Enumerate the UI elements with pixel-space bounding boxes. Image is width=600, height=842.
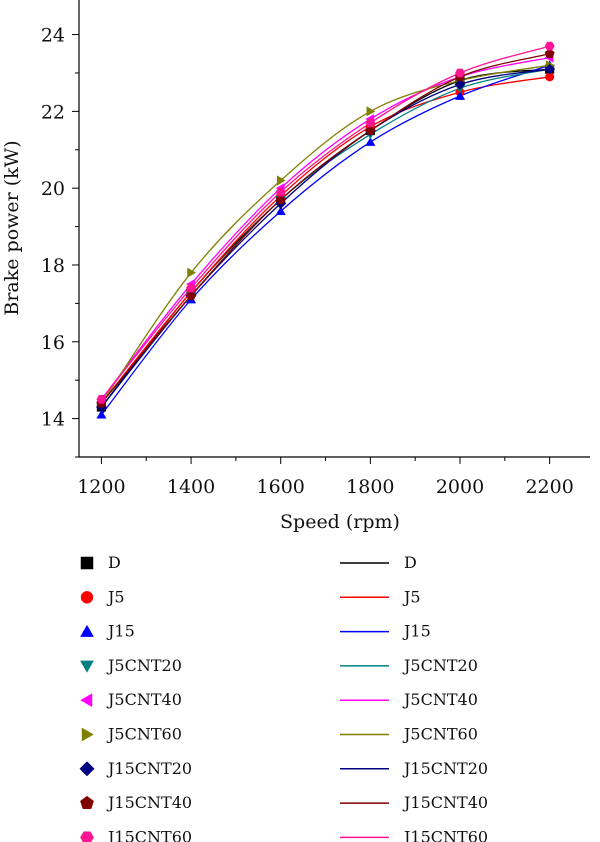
legend: D D J5 J5 J15 J15 J5CNT20 J5CNT20 J5CNT40 J5CNT40… bbox=[79, 553, 488, 842]
legend-marker-label: J5 bbox=[106, 587, 125, 606]
legend-marker-j15cnt60 bbox=[80, 831, 94, 842]
y-tick-label: 22 bbox=[41, 101, 65, 123]
data-point-j15cnt40 bbox=[186, 290, 197, 300]
legend-marker-label: J15CNT40 bbox=[106, 793, 192, 812]
x-tick-label: 1600 bbox=[257, 476, 305, 498]
legend-line-label: D bbox=[404, 553, 417, 572]
data-point-j15cnt40 bbox=[275, 194, 286, 204]
legend-line-label: J5 bbox=[402, 587, 421, 606]
x-tick-label: 2000 bbox=[436, 476, 484, 498]
y-tick-label: 14 bbox=[41, 409, 65, 431]
x-tick-label: 1200 bbox=[77, 476, 125, 498]
legend-marker-j15cnt20 bbox=[79, 761, 95, 777]
data-point-j15cnt60 bbox=[96, 395, 107, 404]
data-point-j15cnt60 bbox=[186, 283, 197, 293]
legend-marker-label: J15CNT20 bbox=[106, 759, 192, 778]
legend-line-label: J5CNT20 bbox=[402, 656, 478, 675]
legend-marker-label: D bbox=[108, 553, 121, 572]
data-point-j15cnt40 bbox=[544, 48, 555, 59]
series-line-d bbox=[100, 68, 550, 408]
data-point-j15cnt60 bbox=[455, 68, 465, 78]
series-line-j5 bbox=[100, 76, 550, 404]
legend-marker-j15cnt40 bbox=[80, 795, 94, 809]
series-line-j5cnt20 bbox=[100, 68, 550, 408]
legend-marker-label: J15CNT60 bbox=[106, 827, 192, 842]
data-point-j5cnt60 bbox=[187, 267, 197, 278]
data-point-j15cnt20 bbox=[454, 78, 466, 90]
legend-marker-label: J5CNT60 bbox=[106, 725, 182, 744]
x-tick-label: 2200 bbox=[525, 476, 573, 498]
legend-marker-j5 bbox=[80, 591, 94, 604]
data-point-j15 bbox=[275, 206, 286, 216]
data-point-j15cnt60 bbox=[275, 187, 286, 197]
y-tick-label: 24 bbox=[41, 25, 65, 47]
data-point-j15 bbox=[96, 409, 107, 419]
series-line-j5cnt60 bbox=[100, 64, 550, 404]
legend-marker-j5cnt20 bbox=[80, 660, 94, 673]
data-point-j15 bbox=[365, 137, 376, 146]
x-tick-label: 1800 bbox=[346, 476, 394, 498]
data-point-j5cnt60 bbox=[276, 175, 286, 186]
legend-marker-label: J15 bbox=[106, 622, 135, 641]
legend-marker-d bbox=[80, 556, 94, 570]
y-tick-label: 16 bbox=[41, 332, 65, 354]
series-line-j15cnt20 bbox=[100, 68, 550, 408]
series-line-j5cnt40 bbox=[100, 56, 550, 400]
series-line-j15 bbox=[100, 64, 550, 416]
plot-area: 1200 1400 1600 1800 2000 2200 14 16 18 20 22 24 bbox=[41, 0, 590, 498]
legend-marker-label: J5CNT20 bbox=[106, 656, 182, 675]
legend-line-label: J5CNT60 bbox=[402, 725, 478, 744]
legend-marker-label: J5CNT40 bbox=[106, 690, 182, 709]
data-point-j15cnt60 bbox=[365, 118, 376, 128]
legend-marker-j5cnt40 bbox=[80, 693, 93, 708]
legend-line-label: J15CNT40 bbox=[402, 793, 488, 812]
data-point-j15cnt40 bbox=[365, 125, 376, 135]
legend-line-label: J15 bbox=[402, 622, 431, 641]
legend-line-label: J5CNT40 bbox=[402, 690, 478, 709]
data-point-j15cnt60 bbox=[544, 41, 555, 51]
legend-line-label: J15CNT60 bbox=[402, 827, 488, 842]
y-tick-label: 18 bbox=[41, 255, 65, 277]
data-point-j15cnt20 bbox=[544, 63, 556, 75]
legend-marker-j5cnt60 bbox=[81, 727, 94, 742]
y-axis-title: Brake power (kW) bbox=[1, 140, 23, 315]
data-point-j15 bbox=[454, 90, 466, 100]
y-tick-label: 20 bbox=[41, 178, 65, 200]
legend-marker-j15 bbox=[80, 624, 94, 637]
series-line-j15cnt40 bbox=[100, 53, 550, 404]
x-axis-title: Speed (rpm) bbox=[280, 511, 400, 533]
x-tick-label: 1400 bbox=[167, 476, 215, 498]
data-point-j5cnt60 bbox=[366, 106, 376, 117]
legend-line-label: J15CNT20 bbox=[402, 759, 488, 778]
series-line-j15cnt60 bbox=[100, 45, 550, 400]
